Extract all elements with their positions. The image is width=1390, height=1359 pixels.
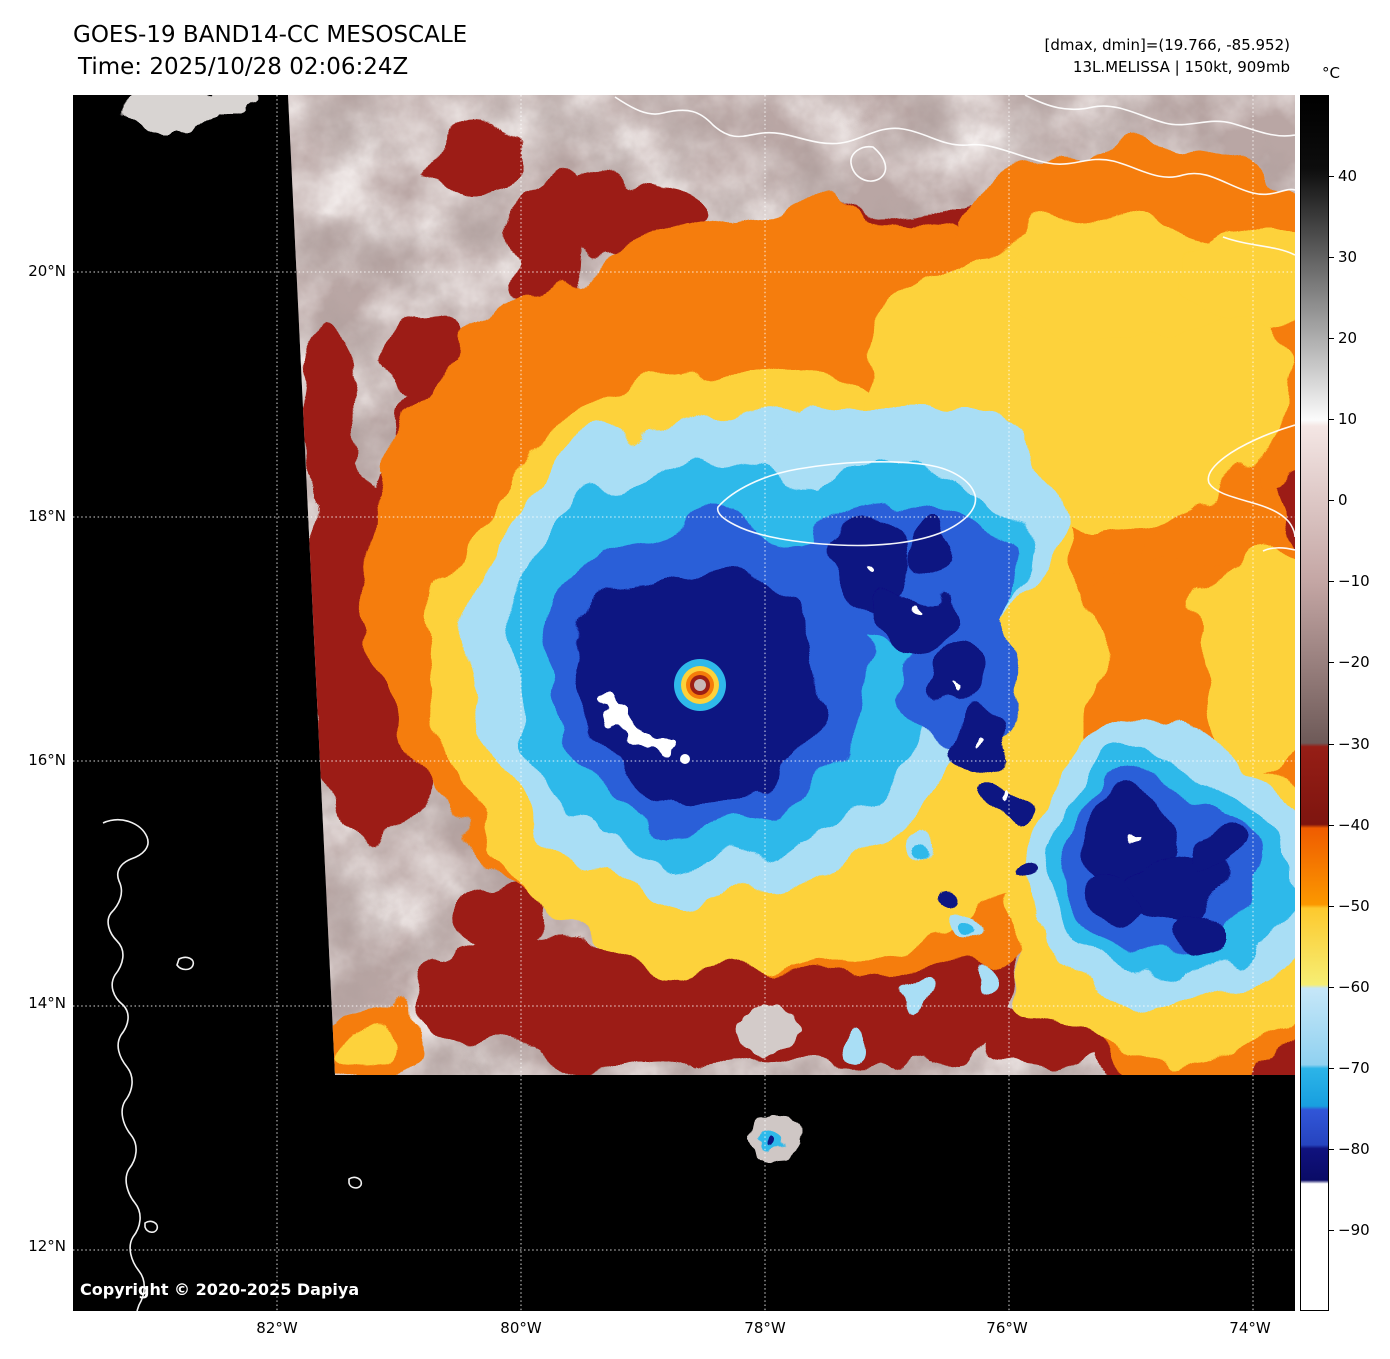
- colorbar-tick-mark: [1329, 1229, 1334, 1231]
- colorbar-tick-mark: [1329, 824, 1334, 826]
- colorbar-tick-mark: [1329, 905, 1334, 907]
- haiti-coast-2: [1262, 547, 1295, 552]
- colorbar-tick-label: −20: [1338, 653, 1370, 672]
- gridlines: [73, 95, 1295, 1311]
- colorbar-tick-label: 20: [1338, 329, 1358, 348]
- satellite-image-svg: [73, 95, 1295, 1311]
- central-america-coast: [102, 819, 149, 1311]
- colorbar-tick-label: 30: [1338, 248, 1358, 267]
- low-cloud-patch: [736, 1006, 800, 1054]
- satellite-map: Copyright © 2020-2025 Dapiya: [73, 95, 1295, 1311]
- colorbar-tick-label: −30: [1338, 734, 1370, 753]
- hurricane-eye: [674, 659, 726, 711]
- colorbar-tick-mark: [1329, 743, 1334, 745]
- colorbar: [1300, 95, 1329, 1311]
- colorbar-tick-label: −80: [1338, 1139, 1370, 1158]
- small-island-1: [176, 956, 195, 971]
- small-island-2: [144, 1220, 159, 1233]
- lat-tick-label: 12°N: [28, 1237, 66, 1255]
- cuba-east-coast: [1222, 236, 1295, 256]
- outside-sector-clouds: [121, 95, 802, 1159]
- colorbar-tick-mark: [1329, 176, 1334, 178]
- product-title: GOES-19 BAND14-CC MESOSCALE: [73, 22, 468, 48]
- coastlines: [102, 95, 1295, 1311]
- lat-tick-label: 18°N: [28, 507, 66, 525]
- cuba-north-coast: [1024, 95, 1295, 137]
- lat-tick-label: 20°N: [28, 262, 66, 280]
- data-sector: [288, 95, 1295, 1075]
- colorbar-tick-mark: [1329, 257, 1334, 259]
- lon-tick-label: 76°W: [986, 1319, 1028, 1337]
- colorbar-tick-label: −40: [1338, 815, 1370, 834]
- colorbar-tick-label: 0: [1338, 491, 1348, 510]
- colorbar-tick-mark: [1329, 581, 1334, 583]
- colorbar-tick-label: −70: [1338, 1058, 1370, 1077]
- lat-tick-label: 16°N: [28, 751, 66, 769]
- colorbar-tick-label: 10: [1338, 410, 1358, 429]
- colorbar-unit-label: °C: [1322, 64, 1340, 82]
- colorbar-tick-mark: [1329, 1067, 1334, 1069]
- dmax-dmin-label: [dmax, dmin]=(19.766, -85.952): [1044, 36, 1290, 54]
- lon-tick-label: 82°W: [256, 1319, 298, 1337]
- jamaica-coast: [716, 461, 977, 547]
- colorbar-tick-mark: [1329, 500, 1334, 502]
- eyewall-crescent: [602, 690, 690, 764]
- colorbar-tick-mark: [1329, 1148, 1334, 1150]
- storm-label: 13L.MELISSA | 150kt, 909mb: [1072, 58, 1290, 76]
- small-island-3: [348, 1176, 363, 1189]
- colorbar-tick-label: 40: [1338, 167, 1358, 186]
- haiti-coast: [1207, 424, 1295, 538]
- lon-tick-label: 78°W: [744, 1319, 786, 1337]
- colorbar-tick-mark: [1329, 662, 1334, 664]
- colorbar-tick-label: −90: [1338, 1220, 1370, 1239]
- lon-tick-label: 74°W: [1229, 1319, 1271, 1337]
- cuba-south-coast: [614, 96, 1295, 196]
- colorbar-tick-mark: [1329, 338, 1334, 340]
- timestamp: Time: 2025/10/28 02:06:24Z: [78, 54, 409, 80]
- cuba-bay: [850, 145, 887, 182]
- colorbar-tick-mark: [1329, 986, 1334, 988]
- colorbar-tick-label: −10: [1338, 572, 1370, 591]
- lon-tick-label: 80°W: [500, 1319, 542, 1337]
- overshoot-specks: [867, 561, 1139, 843]
- lat-tick-label: 14°N: [28, 994, 66, 1012]
- colorbar-tick-label: −50: [1338, 896, 1370, 915]
- copyright-label: Copyright © 2020-2025 Dapiya: [80, 1280, 360, 1299]
- colorbar-tick-mark: [1329, 419, 1334, 421]
- colorbar-tick-label: −60: [1338, 977, 1370, 996]
